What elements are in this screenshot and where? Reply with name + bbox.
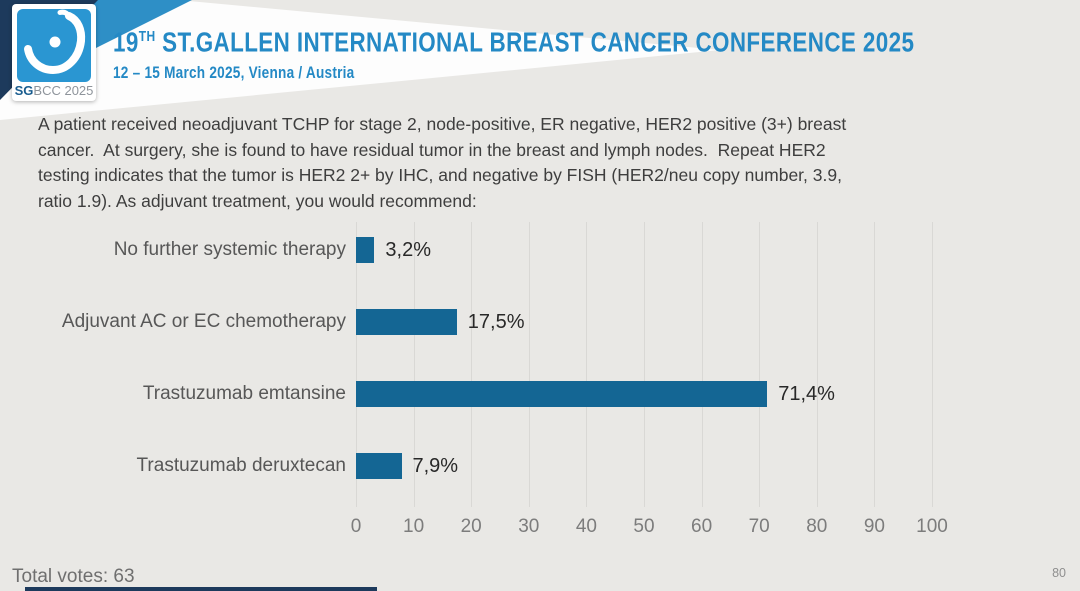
chart-gridline: [701, 222, 703, 507]
x-axis-tick: 20: [460, 516, 482, 537]
category-label: No further systemic therapy: [113, 239, 346, 260]
sgbcc-logo-caption: SGBCC 2025: [12, 83, 96, 98]
sgbcc-logo: SGBCC 2025: [12, 4, 96, 101]
footer-ribbon: [25, 587, 377, 591]
conference-subtitle: 12 – 15 March 2025, Vienna / Austria: [113, 63, 355, 83]
header-title-block: 19TH ST.GALLEN INTERNATIONAL BREAST CANC…: [113, 22, 1073, 83]
breast-ribbon-icon: [24, 9, 86, 75]
bar: [356, 309, 457, 335]
value-label: 7,9%: [412, 455, 459, 477]
chart-gridline: [413, 222, 415, 507]
category-label: Adjuvant AC or EC chemotherapy: [61, 311, 346, 332]
category-label: Trastuzumab emtansine: [142, 383, 346, 404]
x-axis-tick: 60: [691, 516, 713, 537]
poll-question: A patient received neoadjuvant TCHP for …: [38, 114, 847, 211]
x-axis-tick: 80: [806, 516, 828, 537]
logo-caption-rest: BCC 2025: [33, 83, 94, 98]
total-votes: Total votes: 63: [12, 566, 135, 587]
x-axis-tick: 70: [748, 516, 770, 537]
x-axis-tick: 90: [863, 516, 885, 537]
x-axis-tick: 10: [403, 516, 425, 537]
title-number: 19: [113, 26, 139, 58]
sgbcc-logo-icon: [17, 9, 91, 82]
x-axis-tick: 30: [518, 516, 540, 537]
category-label: Trastuzumab deruxtecan: [136, 455, 346, 476]
title-ordinal: TH: [138, 28, 156, 45]
value-label: 71,4%: [778, 383, 835, 405]
x-axis-tick: 100: [916, 516, 948, 537]
bar: [356, 453, 402, 479]
chart-gridline: [816, 222, 818, 507]
conference-title: 19TH ST.GALLEN INTERNATIONAL BREAST CANC…: [113, 22, 1073, 57]
x-axis-tick: 40: [575, 516, 597, 537]
chart-gridline: [932, 222, 933, 507]
bar: [356, 381, 768, 407]
bar: [356, 237, 375, 263]
chart-gridline: [759, 222, 761, 507]
value-label: 3,2%: [385, 239, 432, 261]
x-axis-tick: 50: [633, 516, 655, 537]
chart-gridline: [874, 222, 876, 507]
logo-caption-sg: SG: [14, 83, 34, 98]
chart-gridline: [586, 222, 588, 507]
chart-gridline: [471, 222, 473, 507]
slide-page-number: 80: [1052, 566, 1066, 580]
title-text: ST.GALLEN INTERNATIONAL BREAST CANCER CO…: [162, 26, 915, 58]
x-axis-tick: 0: [350, 516, 362, 537]
chart-gridline: [528, 222, 530, 507]
chart-gridline: [356, 222, 357, 507]
value-label: 17,5%: [467, 311, 525, 333]
chart-gridline: [644, 222, 645, 507]
